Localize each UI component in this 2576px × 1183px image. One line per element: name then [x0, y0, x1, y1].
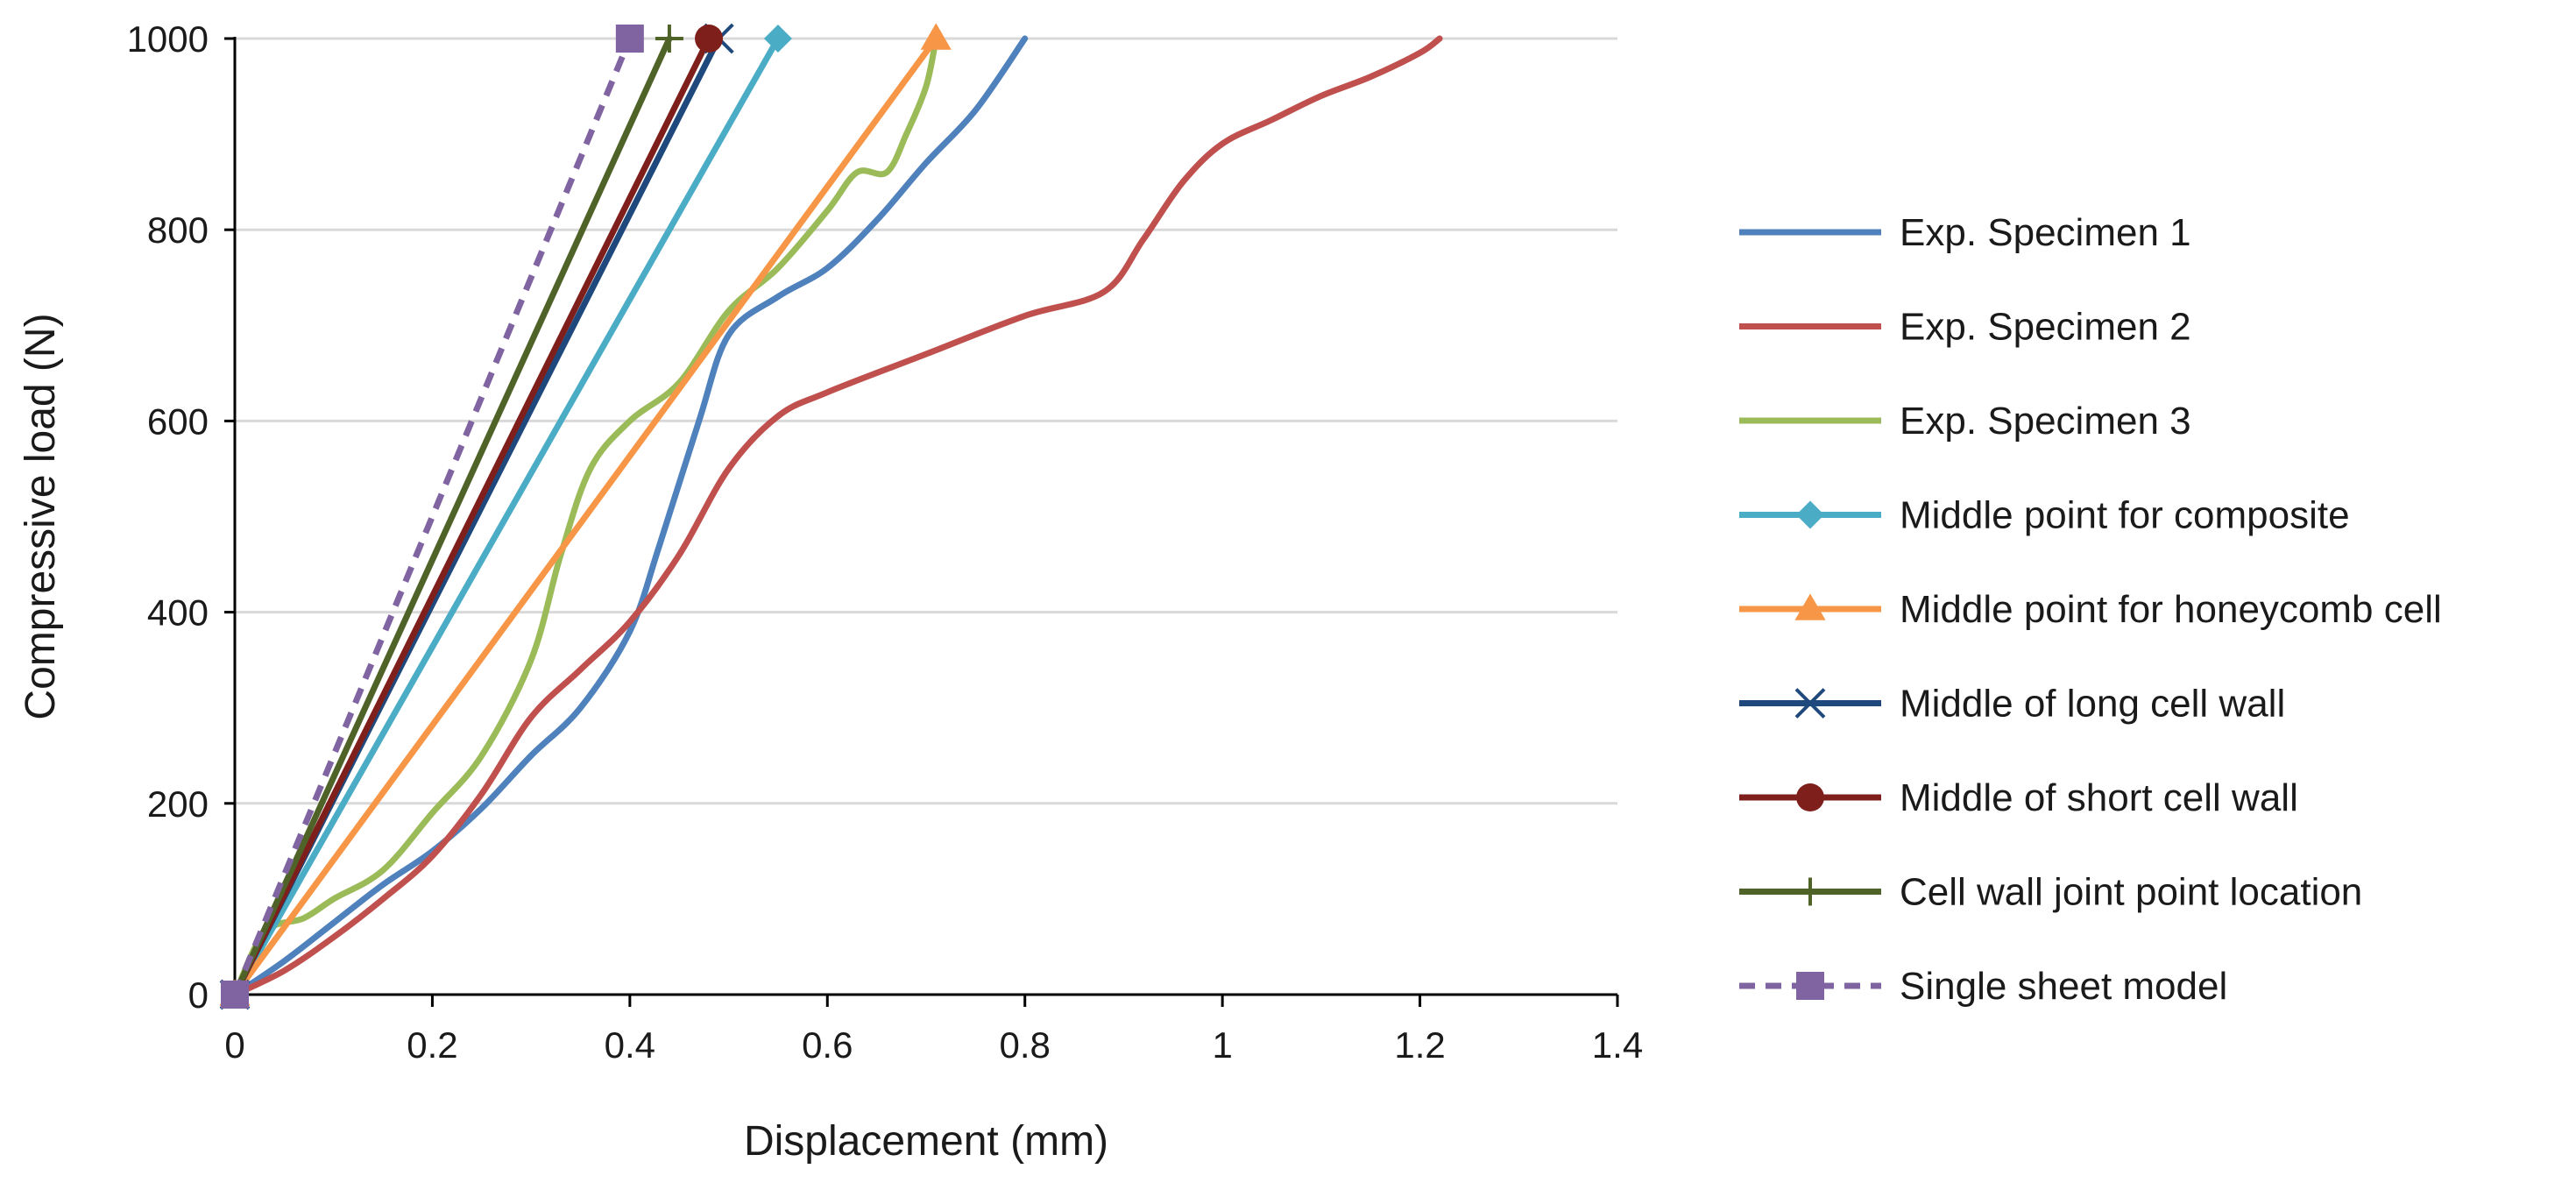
legend-entry-4: Middle point for honeycomb cell — [1739, 588, 2442, 631]
series-line-6 — [231, 35, 712, 998]
x-tick-label-2: 0.4 — [605, 1024, 655, 1066]
series-line-0 — [231, 35, 1029, 998]
series-8-point-0 — [221, 981, 249, 1009]
y-tick-label-5: 1000 — [127, 18, 209, 60]
series-4-point-1 — [920, 23, 952, 50]
legend-marker-5-stroke-b — [1794, 688, 1826, 719]
legend-entry-1: Exp. Specimen 2 — [1739, 306, 2191, 349]
y-tick-label-2: 400 — [147, 592, 209, 634]
legend-label-7: Cell wall joint point location — [1900, 871, 2362, 914]
series-line-2 — [231, 35, 939, 998]
x-tick-label-5: 1 — [1212, 1024, 1232, 1066]
x-tick-label-0: 0 — [224, 1024, 244, 1066]
y-axis-title: Compressive load (N) — [18, 313, 64, 719]
series-lines — [231, 35, 1443, 998]
series-line-3 — [231, 35, 782, 998]
series-8-point-1 — [615, 25, 644, 53]
x-axis-title: Displacement (mm) — [744, 1118, 1108, 1165]
legend-label-4: Middle point for honeycomb cell — [1900, 588, 2442, 631]
legend-marker-7 — [1796, 877, 1824, 906]
legend-label-1: Exp. Specimen 2 — [1900, 306, 2191, 349]
x-tick-label-6: 1.2 — [1394, 1024, 1445, 1066]
series-6-point-1 — [695, 25, 724, 53]
x-tick-label-7: 1.4 — [1592, 1024, 1643, 1066]
legend-marker-8 — [1796, 972, 1824, 1000]
x-tick-label-3: 0.6 — [802, 1024, 853, 1066]
legend-entry-8: Single sheet model — [1739, 965, 2227, 1008]
series-line-4 — [231, 35, 939, 998]
legend-entry-7: Cell wall joint point location — [1739, 871, 2362, 914]
gridlines — [235, 37, 1617, 805]
legend-marker-5 — [1794, 688, 1826, 719]
legend-entry-0: Exp. Specimen 1 — [1739, 211, 2191, 254]
y-tick-label-4: 800 — [147, 209, 209, 251]
legend-label-6: Middle of short cell wall — [1900, 776, 2298, 819]
series-line-8 — [231, 37, 633, 996]
x-tick-label-1: 0.2 — [407, 1024, 457, 1066]
legend-label-3: Middle point for composite — [1900, 494, 2350, 537]
legend-marker-3 — [1796, 500, 1824, 529]
legend-label-8: Single sheet model — [1900, 965, 2227, 1008]
legend-label-2: Exp. Specimen 3 — [1900, 400, 2191, 443]
legend-entry-2: Exp. Specimen 3 — [1739, 400, 2191, 443]
y-tick-label-0: 0 — [188, 974, 209, 1016]
series-markers — [219, 23, 952, 1010]
series-line-7 — [231, 35, 673, 998]
y-tick-label-1: 200 — [147, 783, 209, 825]
legend-marker-6 — [1796, 783, 1824, 811]
legend-label-0: Exp. Specimen 1 — [1900, 211, 2191, 254]
legend-entry-6: Middle of short cell wall — [1739, 776, 2298, 819]
tick-labels: 0 200 400 600 800 1000 0 0.2 0.4 0.6 0.8 1 1.2 1.4 — [127, 18, 1644, 1066]
series-3-point-1 — [763, 25, 792, 53]
legend-entry-3: Middle point for composite — [1739, 494, 2350, 537]
series-line-1 — [231, 35, 1443, 998]
legend-marker-4 — [1794, 593, 1826, 620]
legend-label-5: Middle of long cell wall — [1900, 683, 2285, 726]
series-7-point-1 — [655, 25, 683, 53]
legend: Exp. Specimen 1 Exp. Specimen 2 Exp. Speci… — [1739, 211, 2442, 1008]
x-tick-label-4: 0.8 — [1000, 1024, 1051, 1066]
legend-entry-5: Middle of long cell wall — [1739, 683, 2285, 726]
y-tick-label-3: 600 — [147, 400, 209, 442]
